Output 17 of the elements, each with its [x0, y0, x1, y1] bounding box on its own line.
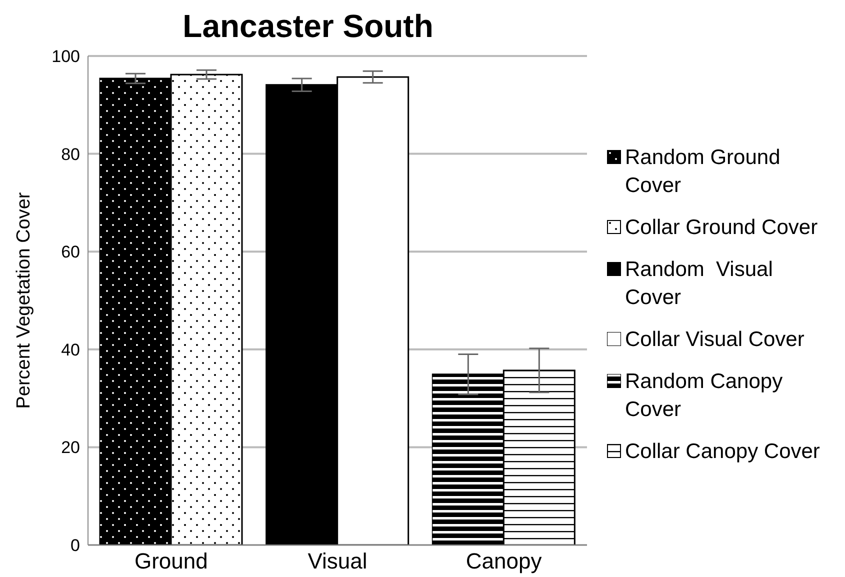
y-tick-label: 60: [61, 242, 80, 262]
x-tick-label: Ground: [134, 548, 208, 574]
legend-label: Collar Canopy Cover: [625, 438, 820, 464]
legend-label: Collar Ground Cover: [625, 214, 818, 240]
x-tick-label: Canopy: [466, 548, 542, 574]
y-tick-label: 80: [61, 144, 80, 164]
legend-label: Collar Visual Cover: [625, 326, 804, 352]
y-tick-label: 20: [61, 438, 80, 458]
y-tick-label: 0: [70, 536, 80, 556]
chart-title: Lancaster South: [182, 8, 434, 46]
legend-label: Random Ground Cover: [625, 144, 782, 198]
legend-label: Random Visual Cover: [625, 256, 774, 310]
y-axis-title: Percent Vegetation Cover: [14, 192, 35, 409]
x-tick-label: Visual: [308, 548, 368, 574]
y-tick-label: 100: [52, 47, 80, 66]
y-tick-label: 40: [61, 340, 80, 360]
legend-label: Random Canopy Cover: [625, 368, 784, 422]
